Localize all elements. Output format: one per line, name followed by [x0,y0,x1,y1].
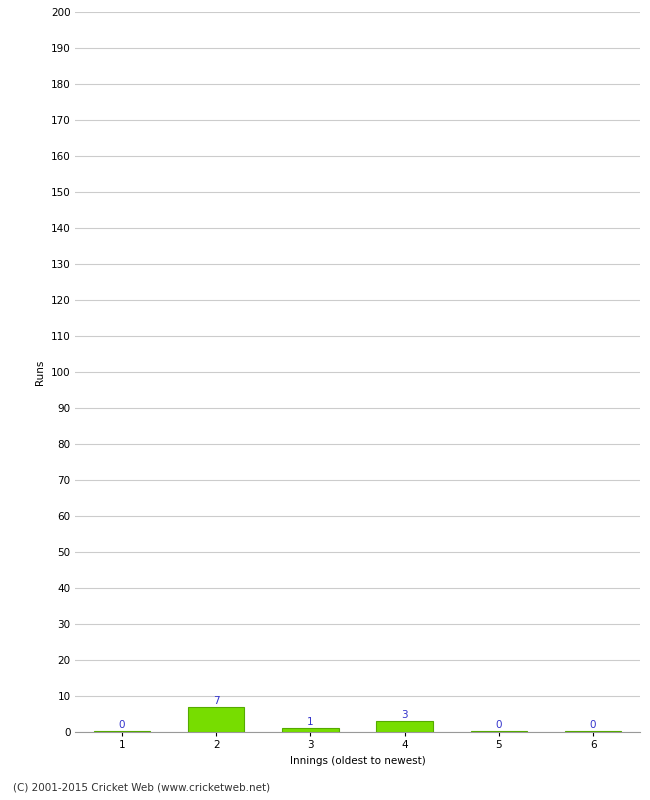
Text: 7: 7 [213,696,220,706]
X-axis label: Innings (oldest to newest): Innings (oldest to newest) [290,756,425,766]
Bar [94,731,150,732]
Text: 1: 1 [307,718,314,727]
Bar [376,722,433,732]
Text: 0: 0 [495,720,502,730]
Bar [471,731,527,732]
Bar [565,731,621,732]
Text: (C) 2001-2015 Cricket Web (www.cricketweb.net): (C) 2001-2015 Cricket Web (www.cricketwe… [13,782,270,792]
Text: 0: 0 [590,720,597,730]
Bar [282,729,339,732]
Bar [188,707,244,732]
Text: 0: 0 [118,720,125,730]
Text: 3: 3 [401,710,408,720]
Y-axis label: Runs: Runs [35,359,46,385]
